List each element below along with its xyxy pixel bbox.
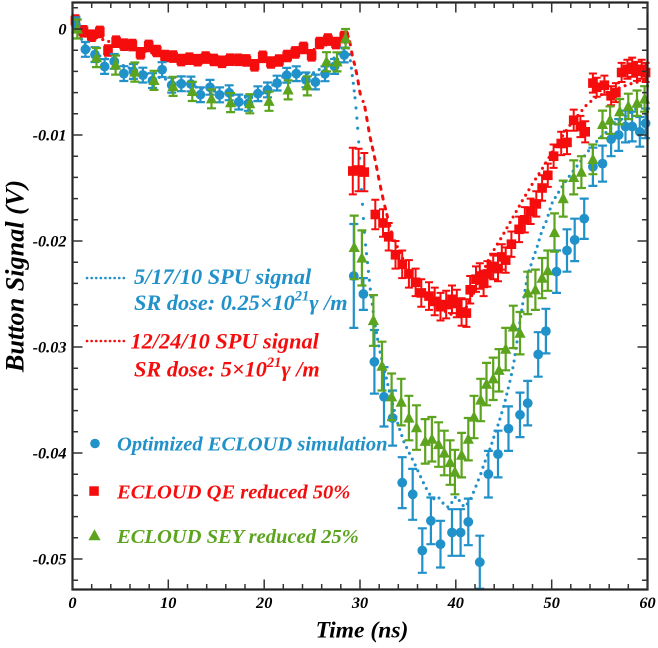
svg-text:SR dose: 0.25×1021γ /m: SR dose: 0.25×1021γ /m: [134, 289, 348, 316]
svg-text:Time (ns): Time (ns): [316, 618, 409, 644]
svg-text:Button Signal (V): Button Signal (V): [1, 180, 30, 373]
svg-text:20: 20: [255, 593, 272, 612]
svg-text:0: 0: [58, 20, 66, 39]
svg-text:ECLOUD SEY reduced 25%: ECLOUD SEY reduced 25%: [116, 526, 359, 548]
svg-text:30: 30: [351, 593, 368, 612]
svg-text:5/17/10 SPU signal: 5/17/10 SPU signal: [134, 264, 312, 289]
svg-text:12/24/10 SPU signal: 12/24/10 SPU signal: [131, 329, 320, 354]
svg-text:-0.03: -0.03: [33, 338, 67, 357]
svg-text:10: 10: [160, 593, 176, 612]
svg-text:ECLOUD QE reduced 50%: ECLOUD QE reduced 50%: [116, 481, 350, 503]
svg-text:-0.05: -0.05: [33, 550, 67, 569]
svg-text:-0.04: -0.04: [33, 444, 67, 463]
svg-text:-0.01: -0.01: [33, 126, 67, 145]
svg-text:SR dose: 5×1021γ /m: SR dose: 5×1021γ /m: [134, 355, 320, 382]
svg-text:Optimized ECLOUD simulation: Optimized ECLOUD simulation: [117, 433, 388, 455]
svg-text:50: 50: [544, 593, 560, 612]
svg-text:-0.02: -0.02: [33, 232, 67, 251]
svg-text:0: 0: [68, 593, 76, 612]
svg-text:40: 40: [447, 593, 464, 612]
svg-text:60: 60: [639, 593, 655, 612]
